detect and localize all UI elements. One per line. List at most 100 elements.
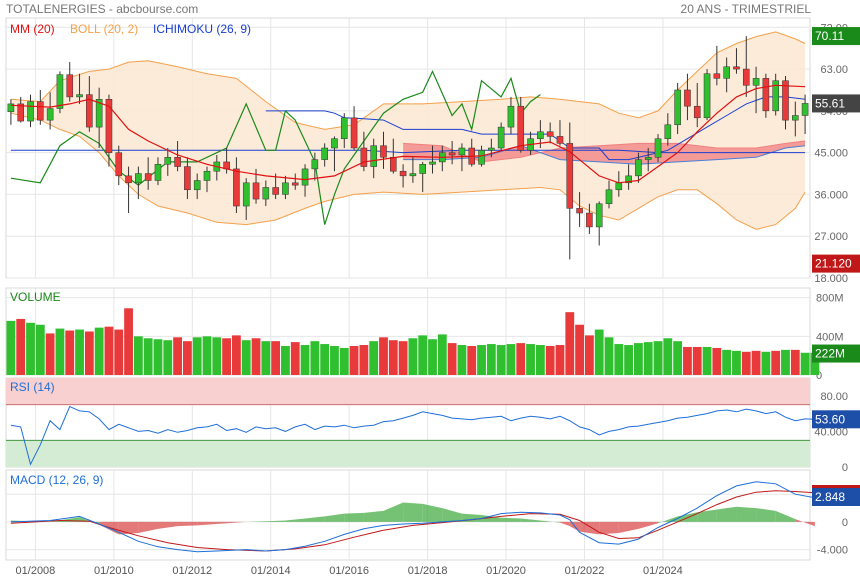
candle-body <box>193 180 201 191</box>
macd-histogram-area <box>363 510 384 522</box>
candle-body <box>478 150 485 165</box>
volume-y-tick-label: 800M <box>816 293 844 305</box>
candle-body <box>370 145 377 167</box>
candle-body <box>390 157 397 172</box>
volume-bar <box>65 330 75 375</box>
rsi-last-label-bg <box>812 410 860 429</box>
volume-bar <box>75 329 84 375</box>
macd-histogram-area <box>157 521 178 529</box>
volume-bar <box>535 345 545 375</box>
candle-body <box>654 138 662 158</box>
candle-body <box>733 66 740 70</box>
candle-body <box>703 73 711 119</box>
price-max-label-bg <box>812 27 860 46</box>
volume-bar <box>800 352 810 375</box>
candle-body <box>321 147 328 160</box>
volume-bar <box>732 350 741 375</box>
candle-body <box>723 66 730 79</box>
macd-signal-marker <box>812 485 860 488</box>
candle-body <box>399 170 407 177</box>
volume-bar <box>84 331 94 375</box>
macd-histogram-area <box>736 506 757 522</box>
volume-bar <box>457 345 467 375</box>
macd-histogram-area <box>177 521 198 527</box>
candle-body <box>7 103 15 113</box>
candle-body <box>282 182 289 195</box>
macd-last-label: 2.848 <box>815 490 845 504</box>
volume-bar <box>143 338 153 375</box>
volume-bar <box>26 322 35 375</box>
volume-y-tick-label: 400M <box>816 331 844 343</box>
volume-bar <box>506 344 516 375</box>
candle-body <box>772 80 779 112</box>
candle-body <box>311 159 319 170</box>
candle-body <box>782 80 789 121</box>
candle-body <box>154 164 162 181</box>
volume-legend: VOLUME <box>10 290 61 304</box>
candle-body <box>546 131 554 137</box>
volume-bar <box>673 341 683 375</box>
candle-body <box>203 170 211 181</box>
volume-bar <box>222 338 232 375</box>
candle-body <box>664 124 672 139</box>
volume-bar <box>339 347 349 375</box>
x-tick-label: 01/2018 <box>408 565 448 577</box>
candle-body <box>76 94 83 98</box>
candle-body <box>409 173 417 177</box>
volume-bar <box>516 343 526 375</box>
volume-bar <box>594 329 604 375</box>
candle-body <box>566 143 574 209</box>
rsi-y-tick-label: 80.00 <box>820 391 848 403</box>
macd-histogram-area <box>246 521 266 522</box>
macd-histogram-area <box>422 503 443 522</box>
volume-bar <box>369 341 379 375</box>
x-tick-label: 01/2008 <box>16 565 56 577</box>
x-tick-label: 01/2016 <box>329 565 369 577</box>
candle-body <box>488 147 495 151</box>
macd-y-tick-label: -4.000 <box>817 545 848 557</box>
candle-body <box>762 78 770 112</box>
volume-bar <box>379 337 388 375</box>
macd-histogram-area <box>285 518 306 522</box>
volume-bar <box>663 338 673 375</box>
price-y-tick-label: 45.000 <box>814 148 848 160</box>
volume-bar <box>437 334 447 375</box>
candle-body <box>105 99 113 153</box>
candle-body <box>448 152 456 156</box>
volume-bar <box>349 346 359 375</box>
volume-bar <box>261 341 271 375</box>
volume-bar <box>712 347 722 375</box>
volume-bar <box>683 346 692 375</box>
volume-bar <box>16 318 26 375</box>
volume-bar <box>94 327 104 375</box>
volume-bar <box>575 324 584 375</box>
candle-body <box>419 164 426 174</box>
volume-bar <box>555 345 565 375</box>
volume-bar <box>761 351 771 375</box>
candle-body <box>95 99 103 128</box>
macd-histogram-area <box>501 517 521 522</box>
price-min-label-bg <box>812 254 860 273</box>
volume-bar <box>810 352 820 375</box>
volume-bar <box>545 346 555 375</box>
candle-body <box>801 103 809 116</box>
price-legend-item: MM (20) <box>10 22 55 36</box>
macd-histogram-area <box>599 521 619 535</box>
volume-bar <box>653 341 663 375</box>
volume-bar <box>702 346 712 375</box>
macd-histogram-area <box>442 508 462 522</box>
macd-histogram-area <box>716 506 737 522</box>
volume-bar <box>496 345 506 375</box>
volume-bar <box>232 335 241 375</box>
volume-bar <box>202 336 212 375</box>
volume-bar <box>388 340 398 375</box>
macd-histogram-area <box>403 502 423 522</box>
candle-body <box>164 157 172 165</box>
candle-body <box>144 173 152 181</box>
candle-body <box>46 108 54 121</box>
rsi-last-label: 53.60 <box>815 412 845 426</box>
price-legend-item: BOLL (20, 2) <box>70 22 138 36</box>
volume-bar <box>251 338 261 375</box>
candle-body <box>360 147 368 167</box>
